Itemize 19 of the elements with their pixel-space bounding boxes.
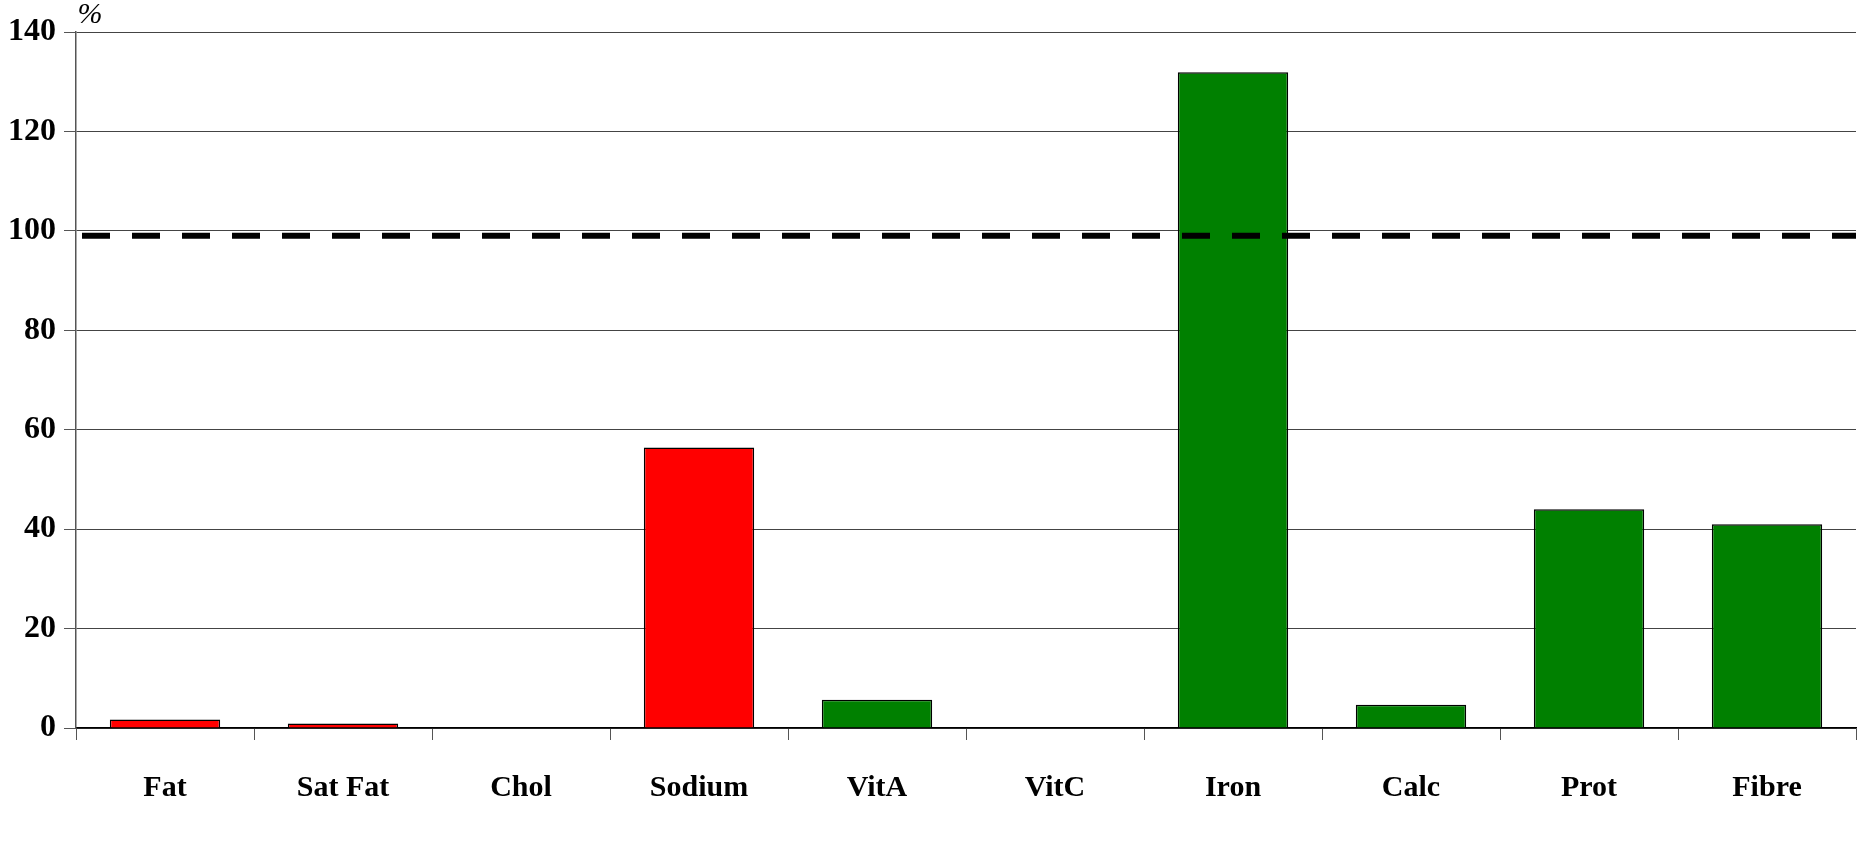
y-tick-label: 20 xyxy=(24,607,56,644)
y-tick-label: 80 xyxy=(24,309,56,346)
x-tick-label: Iron xyxy=(1204,768,1262,802)
x-tick-label: Fat xyxy=(143,768,187,802)
x-tick-label: Calc xyxy=(1381,768,1441,802)
y-tick-label: 100 xyxy=(8,210,56,247)
x-tick-label: VitC xyxy=(1024,768,1086,802)
y-tick-label: 40 xyxy=(24,508,56,545)
x-tick-label: Sodium xyxy=(649,768,749,802)
x-tick-label: VitA xyxy=(846,768,908,802)
y-tick-label: 60 xyxy=(24,408,56,445)
y-tick-label: 140 xyxy=(8,11,56,48)
x-tick-label: Fibre xyxy=(1732,768,1802,802)
y-tick-label: 0 xyxy=(40,707,56,744)
x-tick-label: Prot xyxy=(1560,768,1618,802)
y-tick-label: 120 xyxy=(8,110,56,147)
y-axis-title: % xyxy=(77,0,103,29)
x-tick-label: Sat Fat xyxy=(296,768,390,802)
x-tick-label: Chol xyxy=(490,768,552,802)
